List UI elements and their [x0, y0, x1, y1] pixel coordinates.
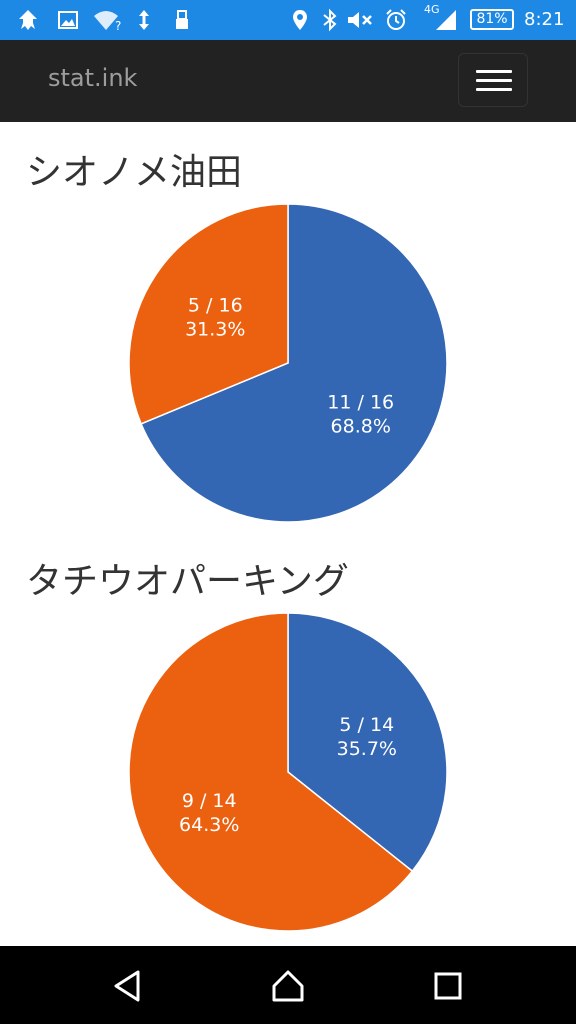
bluetooth-icon	[323, 8, 337, 32]
home-icon[interactable]	[268, 966, 308, 1006]
app-navbar: stat.ink	[0, 40, 576, 122]
image-icon	[58, 11, 78, 29]
back-icon[interactable]	[108, 966, 148, 1006]
hamburger-icon	[476, 70, 512, 73]
slice-percent-label: 68.8%	[331, 416, 391, 438]
svg-text:?: ?	[115, 19, 121, 32]
recents-icon[interactable]	[428, 966, 468, 1006]
slice-percent-label: 64.3%	[179, 814, 239, 836]
pie-slice-1	[287, 612, 448, 873]
battery-level: 81%	[476, 11, 508, 27]
slice-fraction-label: 5 / 14	[339, 714, 394, 736]
mute-icon	[348, 12, 372, 28]
slice-fraction-label: 5 / 16	[188, 294, 243, 316]
battery-icon: 81%	[470, 9, 514, 30]
alarm-icon	[386, 9, 406, 30]
pie-slice-2	[128, 612, 414, 932]
slice-percent-label: 35.7%	[337, 738, 397, 760]
stage-title-2: タチウオパーキング	[26, 561, 349, 602]
menu-toggle-button[interactable]	[458, 53, 528, 107]
network-type-label: 4G	[424, 3, 440, 16]
pie-slice-2	[128, 203, 289, 425]
slice-fraction-label: 9 / 14	[182, 790, 237, 812]
brand-link[interactable]: stat.ink	[48, 64, 138, 92]
clock: 8:21	[524, 9, 565, 30]
status-bar: ? 4G 81% 8:21	[0, 0, 576, 40]
location-icon	[293, 10, 307, 30]
slice-percent-label: 31.3%	[185, 318, 245, 340]
wifi-question-icon: ?	[94, 11, 121, 32]
signal-icon	[436, 10, 456, 30]
usb-icon	[176, 10, 188, 29]
system-nav-bar	[0, 946, 576, 1024]
stage-title-1: シオノメ油田	[26, 152, 243, 193]
pie-slice-1	[140, 203, 448, 523]
data-transfer-icon	[139, 10, 149, 30]
squid-icon	[19, 10, 37, 30]
slice-fraction-label: 11 / 16	[327, 392, 394, 414]
